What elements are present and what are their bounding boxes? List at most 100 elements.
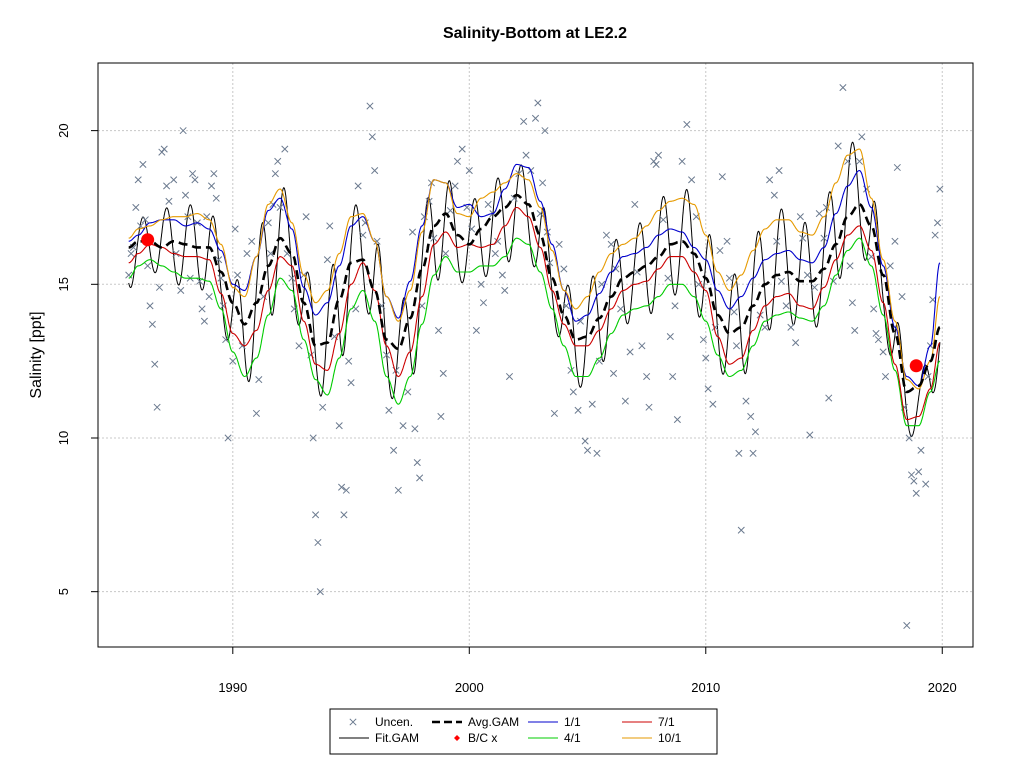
legend-label: 4/1: [564, 731, 581, 745]
observation-point: [243, 250, 251, 258]
observation-point: [683, 120, 691, 129]
observation-point: [638, 342, 646, 350]
observation-point: [879, 348, 887, 356]
observation-point: [302, 213, 310, 221]
observation-point: [465, 167, 473, 175]
observation-point: [316, 588, 324, 596]
observation-point: [205, 293, 213, 301]
observation-point: [725, 274, 733, 282]
observation-point: [678, 157, 686, 165]
observation-point: [255, 376, 263, 384]
observation-point: [782, 302, 790, 310]
observation-point: [898, 293, 906, 301]
observation-point: [267, 250, 275, 258]
observation-point: [631, 200, 639, 208]
observation-point: [442, 250, 450, 258]
observation-point: [342, 486, 350, 494]
legend-item-1-1[interactable]: 1/1: [528, 715, 581, 729]
observation-point: [484, 200, 492, 208]
observation-point: [910, 477, 918, 485]
observation-point: [390, 446, 398, 454]
observation-point: [522, 151, 530, 159]
observation-point: [439, 369, 447, 377]
legend-label: 7/1: [658, 715, 675, 729]
observation-point: [408, 228, 417, 236]
observation-point: [806, 431, 814, 439]
observation-point: [874, 336, 882, 344]
observation-point: [345, 357, 353, 365]
observation-point: [472, 326, 480, 334]
observation-point: [141, 216, 149, 224]
observation-point: [170, 176, 178, 184]
observation-point: [936, 185, 944, 193]
observation-point: [933, 219, 942, 227]
observation-point: [881, 372, 890, 381]
observation-point: [915, 468, 923, 476]
legend-diamond-marker: [454, 735, 460, 741]
y-tick-label: 15: [56, 277, 71, 291]
legend-label: Avg.GAM: [468, 715, 519, 729]
observation-point: [664, 274, 672, 282]
observation-point: [238, 342, 246, 350]
observation-point: [924, 372, 932, 381]
observation-point: [144, 262, 152, 270]
observation-point: [210, 170, 218, 178]
observation-point: [498, 271, 506, 279]
y-axis-label: Salinity [ppt]: [28, 311, 45, 398]
observation-point: [555, 240, 563, 248]
x-tick-label: 2010: [691, 680, 720, 695]
observation-point: [839, 84, 847, 92]
observation-point: [501, 286, 509, 295]
legend-item-4-1[interactable]: 4/1: [528, 731, 581, 745]
observation-point: [815, 210, 823, 218]
observation-point: [654, 151, 663, 159]
observation-point: [581, 437, 589, 445]
bc-point: [909, 359, 923, 373]
bc-points: [141, 233, 923, 373]
chart-title: Salinity-Bottom at LE2.2: [443, 25, 627, 42]
observation-point: [231, 225, 239, 233]
observation-point: [323, 256, 331, 264]
observation-point: [354, 182, 362, 190]
observation-point: [723, 237, 731, 245]
observation-point: [848, 299, 856, 307]
observation-point: [626, 348, 634, 356]
observation-point: [716, 246, 724, 255]
observation-point: [229, 357, 237, 365]
observation-point: [652, 160, 660, 168]
y-axis: 5 10 15 20: [56, 123, 98, 595]
observation-point: [749, 449, 757, 457]
observation-point: [574, 406, 582, 414]
legend-item-10-1[interactable]: 10/1: [622, 731, 682, 745]
observation-point: [735, 449, 743, 457]
legend-item-uncen-: Uncen.: [349, 715, 413, 729]
observation-point: [903, 621, 911, 630]
observation-point: [796, 213, 804, 221]
observation-point: [203, 213, 211, 221]
observation-point: [576, 317, 584, 325]
observation-point: [699, 336, 707, 344]
x-axis: 1990 2000 2010 2020: [218, 647, 957, 695]
observation-point: [520, 117, 528, 125]
observation-point: [546, 259, 554, 267]
observation-point: [340, 511, 348, 519]
observation-point: [539, 179, 547, 187]
observation-point: [264, 219, 272, 227]
observation-point: [534, 99, 542, 107]
observation-point: [711, 323, 719, 331]
observation-point: [309, 434, 317, 442]
observation-point: [155, 283, 164, 291]
legend-item-avg-gam: Avg.GAM: [432, 715, 519, 729]
observation-point: [366, 102, 374, 110]
observation-point: [434, 326, 443, 334]
legend-item-7-1[interactable]: 7/1: [622, 715, 675, 729]
observation-point: [922, 480, 930, 488]
observation-point: [413, 459, 421, 467]
observation-point: [709, 400, 717, 408]
observation-point: [179, 127, 187, 135]
legend-item-fit-gam: Fit.GAM: [339, 731, 419, 745]
y-tick-label: 20: [56, 123, 71, 137]
observation-point: [191, 176, 199, 184]
observation-point: [751, 428, 759, 436]
observation-point: [326, 222, 334, 230]
